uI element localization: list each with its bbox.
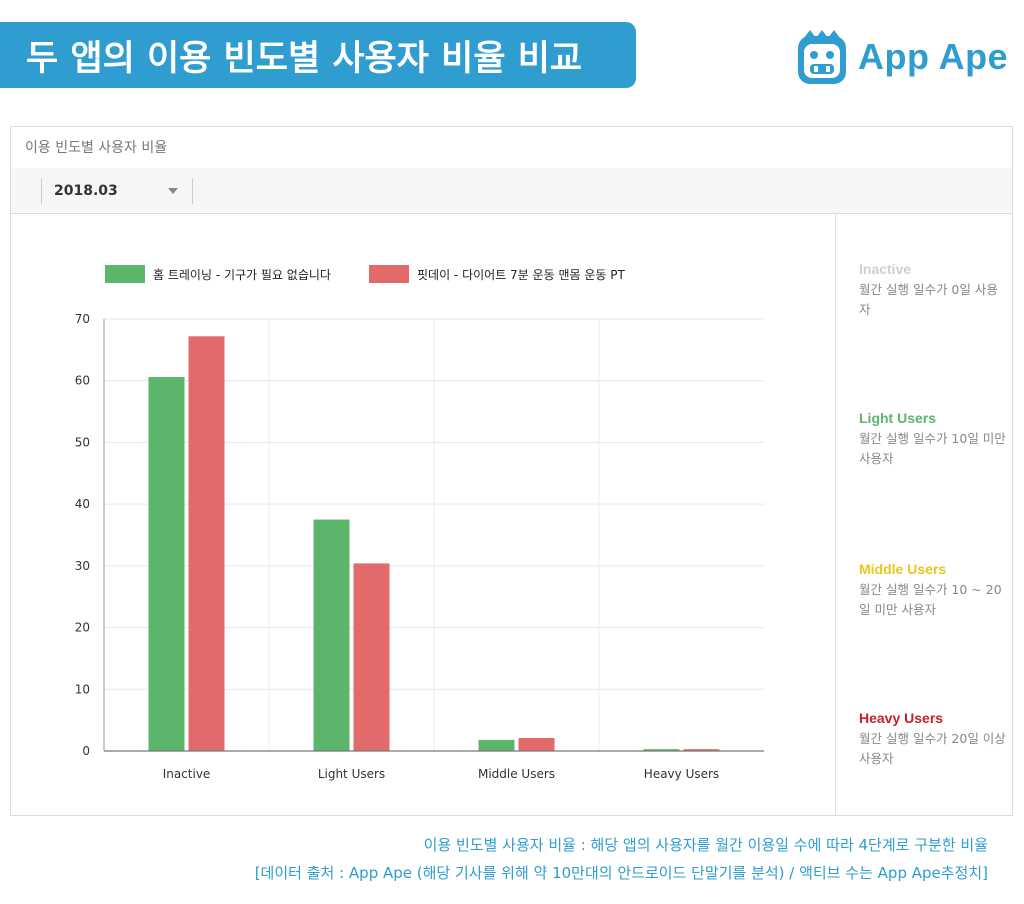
page-title: 두 앱의 이용 빈도별 사용자 비율 비교 [0, 22, 636, 88]
app-ape-logo: App Ape [796, 26, 1008, 88]
panel-title: 이용 빈도별 사용자 비율 [25, 140, 168, 156]
footer-note-1: 이용 빈도별 사용자 비율 : 해당 앱의 사용자를 월간 이용일 수에 따라 … [423, 836, 988, 854]
segment-light: Light Users 월간 실행 일수가 10일 미만 사용자 [859, 410, 1009, 469]
x-tick-label-3: Heavy Users [644, 767, 719, 781]
bar-series-1-2 [478, 739, 515, 751]
segment-title-light: Light Users [859, 410, 937, 426]
panel-toolbar: 2018.03 [11, 168, 1012, 214]
y-tick-label-2: 20 [75, 621, 90, 635]
date-select[interactable]: 2018.03 [41, 178, 193, 204]
bar-chart: 0 10 20 30 40 50 60 70 Inactive Light Users Middle… [75, 312, 764, 781]
x-tick-label-2: Middle Users [478, 767, 555, 781]
caret-down-icon [168, 188, 178, 194]
legend-swatch-series-1 [105, 265, 145, 283]
bar-series-1-3 [643, 749, 680, 751]
legend-swatch-series-2 [369, 265, 409, 283]
segment-middle: Middle Users 월간 실행 일수가 10 ~ 20일 미만 사용자 [859, 561, 1009, 620]
y-tick-label-4: 40 [75, 497, 90, 511]
bar-series-2-0 [188, 336, 225, 751]
segment-desc-light: 월간 실행 일수가 10일 미만 사용자 [859, 431, 1006, 466]
legend-item-series-2: 핏데이 - 다이어트 7분 운동 맨몸 운동 PT [369, 265, 625, 283]
segment-desc-heavy: 월간 실행 일수가 20일 이상 사용자 [859, 731, 1006, 766]
segment-inactive: Inactive 월간 실행 일수가 0일 사용자 [859, 261, 1009, 320]
x-tick-label-0: Inactive [163, 767, 211, 781]
segment-title-inactive: Inactive [859, 261, 912, 277]
panel-divider [835, 214, 836, 816]
chart-panel: 이용 빈도별 사용자 비율 2018.03 홈 트레이닝 - 기구가 필요 없습… [10, 126, 1013, 816]
date-select-value: 2018.03 [54, 183, 118, 199]
y-tick-label-7: 70 [75, 312, 90, 326]
y-tick-label-1: 10 [75, 682, 90, 696]
legend-label-series-1: 홈 트레이닝 - 기구가 필요 없습니다 [153, 267, 331, 282]
segment-desc-middle: 월간 실행 일수가 10 ~ 20일 미만 사용자 [859, 582, 1002, 617]
footer-note-2: [데이터 출처 : App Ape (해당 기사를 위해 약 10만대의 안드로… [254, 864, 988, 882]
segment-title-heavy: Heavy Users [859, 710, 944, 726]
segment-heavy: Heavy Users 월간 실행 일수가 20일 이상 사용자 [859, 710, 1009, 769]
x-tick-label-1: Light Users [318, 767, 385, 781]
y-tick-label-5: 50 [75, 435, 90, 449]
segment-desc-inactive: 월간 실행 일수가 0일 사용자 [859, 282, 998, 317]
y-tick-label-3: 30 [75, 559, 90, 573]
bar-series-2-2 [518, 738, 555, 751]
bar-series-2-3 [683, 749, 720, 751]
bar-series-1-0 [148, 377, 185, 751]
app-ape-logo-icon [798, 30, 846, 84]
y-tick-label-6: 60 [75, 374, 90, 388]
y-tick-label-0: 0 [82, 744, 90, 758]
legend-label-series-2: 핏데이 - 다이어트 7분 운동 맨몸 운동 PT [417, 267, 625, 282]
bar-series-2-1 [353, 563, 390, 751]
segment-title-middle: Middle Users [859, 561, 947, 577]
legend-item-series-1: 홈 트레이닝 - 기구가 필요 없습니다 [105, 265, 331, 283]
logo-text: App Ape [858, 36, 1009, 77]
bar-series-1-1 [313, 519, 350, 751]
